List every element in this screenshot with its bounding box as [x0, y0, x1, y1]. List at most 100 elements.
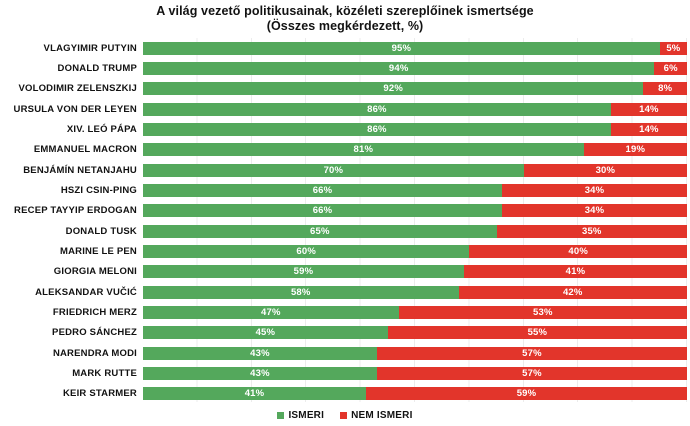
- bar-segment-ismeri: 81%: [143, 143, 584, 157]
- chart-row: DONALD TRUMP 94% 6%: [2, 58, 687, 78]
- bar-track: 58% 42%: [143, 285, 687, 299]
- legend-label-ismeri: ISMERI: [288, 410, 325, 421]
- chart-row: KEIR STARMER 41% 59%: [2, 384, 687, 404]
- bar-track: 47% 53%: [143, 305, 687, 319]
- category-label: VLAGYIMIR PUTYIN: [43, 42, 137, 54]
- bar-track: 65% 35%: [143, 224, 687, 238]
- category-label: PEDRO SÁNCHEZ: [52, 327, 137, 339]
- bar-segment-nem-ismeri: 35%: [496, 224, 687, 238]
- value-label: 35%: [581, 225, 602, 237]
- chart-row: GIORGIA MELONI 59% 41%: [2, 262, 687, 282]
- category-label: MARINE LE PEN: [59, 245, 137, 257]
- bar-segment-ismeri: 86%: [143, 122, 611, 136]
- bar-segment-nem-ismeri: 14%: [610, 122, 687, 136]
- value-label: 43%: [250, 347, 270, 359]
- bar-segment-nem-ismeri: 6%: [654, 61, 687, 75]
- bar-track: 43% 57%: [143, 346, 687, 360]
- bar-segment-nem-ismeri: 40%: [469, 244, 687, 258]
- chart-row: PEDRO SÁNCHEZ 45% 55%: [2, 323, 687, 343]
- bar-segment-nem-ismeri: 42%: [458, 285, 687, 299]
- value-label: 5%: [666, 42, 681, 54]
- value-label: 30%: [595, 164, 616, 176]
- nem-ismeri-swatch-icon: [340, 412, 348, 419]
- category-label: EMMANUEL MACRON: [33, 144, 137, 156]
- category-label: ALEKSANDAR VUČIĆ: [35, 286, 137, 298]
- chart-row: HSZI CSIN-PING 66% 34%: [2, 180, 687, 200]
- bar-segment-nem-ismeri: 34%: [502, 204, 687, 218]
- bar-segment-ismeri: 43%: [143, 346, 377, 360]
- category-label: NARENDRA MODI: [52, 347, 137, 359]
- bar-segment-ismeri: 41%: [143, 387, 367, 401]
- bar-segment-ismeri: 47%: [143, 305, 399, 319]
- chart-row: VLAGYIMIR PUTYIN 95% 5%: [2, 38, 687, 58]
- value-label: 57%: [522, 367, 542, 379]
- value-label: 58%: [290, 286, 311, 298]
- value-label: 8%: [658, 83, 673, 95]
- chart-row: URSULA VON DER LEYEN 86% 14%: [2, 99, 687, 119]
- bar-track: 70% 30%: [143, 163, 687, 177]
- bar-segment-nem-ismeri: 41%: [463, 265, 687, 279]
- bar-rows: VLAGYIMIR PUTYIN 95% 5% DONALD TRUMP 94% 6% VO…: [2, 38, 687, 404]
- value-label: 55%: [527, 327, 548, 339]
- bar-track: 59% 41%: [143, 265, 687, 279]
- bar-segment-nem-ismeri: 53%: [398, 305, 687, 319]
- bar-track: 92% 8%: [143, 82, 687, 96]
- category-label: RECEP TAYYIP ERDOGAN: [14, 205, 137, 217]
- bar-track: 86% 14%: [143, 102, 687, 116]
- value-label: 94%: [388, 62, 409, 74]
- category-label: HSZI CSIN-PING: [60, 184, 137, 196]
- bar-segment-nem-ismeri: 57%: [376, 366, 687, 380]
- bar-segment-ismeri: 59%: [143, 265, 464, 279]
- bar-track: 94% 6%: [143, 61, 687, 75]
- chart-row: VOLODIMIR ZELENSZKIJ 92% 8%: [2, 79, 687, 99]
- bar-track: 66% 34%: [143, 183, 687, 197]
- bar-segment-ismeri: 43%: [143, 366, 377, 380]
- value-label: 92%: [383, 83, 404, 95]
- bar-track: 60% 40%: [143, 244, 687, 258]
- bar-track: 45% 55%: [143, 326, 687, 340]
- ismeri-swatch-icon: [277, 412, 285, 419]
- bar-segment-nem-ismeri: 59%: [366, 387, 687, 401]
- bar-segment-ismeri: 45%: [143, 326, 388, 340]
- legend-item-ismeri: ISMERI: [277, 410, 324, 421]
- value-label: 81%: [353, 144, 374, 156]
- chart-title: A világ vezető politikusainak, közéleti …: [156, 4, 534, 18]
- value-label: 14%: [639, 103, 659, 115]
- value-label: 59%: [516, 388, 537, 400]
- plot-area: VLAGYIMIR PUTYIN 95% 5% DONALD TRUMP 94% 6% VO…: [2, 38, 687, 404]
- chart-row: RECEP TAYYIP ERDOGAN 66% 34%: [2, 201, 687, 221]
- legend-label-nem-ismeri: NEM ISMERI: [351, 410, 413, 421]
- bar-track: 86% 14%: [143, 122, 687, 136]
- value-label: 86%: [367, 123, 387, 135]
- value-label: 53%: [533, 306, 553, 318]
- bar-segment-ismeri: 66%: [143, 204, 503, 218]
- chart-row: EMMANUEL MACRON 81% 19%: [2, 140, 687, 160]
- value-label: 6%: [663, 62, 678, 74]
- value-label: 41%: [565, 266, 586, 278]
- chart-row: ALEKSANDAR VUČIĆ 58% 42%: [2, 282, 687, 302]
- value-label: 14%: [639, 123, 659, 135]
- value-label: 47%: [261, 306, 281, 318]
- category-label: URSULA VON DER LEYEN: [13, 103, 137, 115]
- bar-track: 43% 57%: [143, 366, 687, 380]
- value-label: 86%: [367, 103, 387, 115]
- bar-segment-nem-ismeri: 5%: [659, 41, 687, 55]
- bar-segment-ismeri: 95%: [143, 41, 660, 55]
- value-label: 95%: [391, 42, 412, 54]
- chart-row: XIV. LEÓ PÁPA 86% 14%: [2, 119, 687, 139]
- legend-item-nem-ismeri: NEM ISMERI: [340, 410, 412, 421]
- bar-segment-nem-ismeri: 34%: [502, 183, 687, 197]
- bar-segment-nem-ismeri: 19%: [583, 143, 687, 157]
- category-label: KEIR STARMER: [62, 388, 137, 400]
- category-label: MARK RUTTE: [72, 367, 137, 379]
- bar-segment-ismeri: 66%: [143, 183, 503, 197]
- value-label: 66%: [312, 205, 333, 217]
- chart-row: FRIEDRICH MERZ 47% 53%: [2, 302, 687, 322]
- bar-track: 41% 59%: [143, 387, 687, 401]
- value-label: 19%: [625, 144, 646, 156]
- value-label: 41%: [244, 388, 265, 400]
- category-label: GIORGIA MELONI: [53, 266, 137, 278]
- bar-segment-ismeri: 70%: [143, 163, 524, 177]
- value-label: 60%: [296, 245, 316, 257]
